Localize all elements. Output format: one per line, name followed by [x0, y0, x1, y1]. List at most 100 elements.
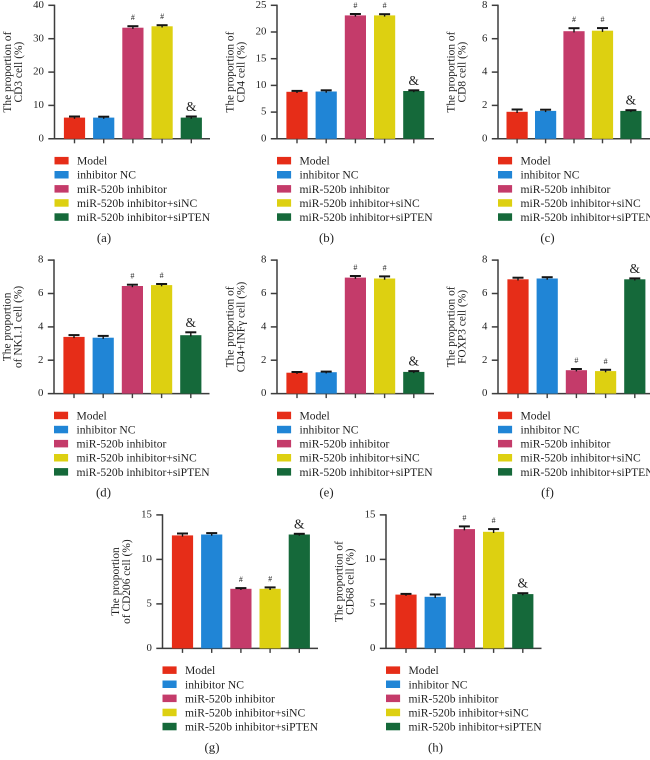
svg-text:8: 8 — [482, 0, 487, 11]
svg-text:6: 6 — [38, 287, 44, 299]
svg-text:inhibitor NC: inhibitor NC — [77, 169, 136, 182]
svg-text:5: 5 — [370, 598, 375, 610]
svg-text:10: 10 — [256, 79, 267, 91]
svg-text:#: # — [130, 272, 134, 281]
svg-text:5: 5 — [146, 598, 151, 610]
svg-text:miR-520b inhibitor+siPTEN: miR-520b inhibitor+siPTEN — [77, 466, 211, 479]
svg-text:(g): (g) — [205, 740, 220, 754]
svg-text:8: 8 — [38, 254, 43, 266]
svg-text:miR-520b inhibitor+siPTEN: miR-520b inhibitor+siPTEN — [409, 721, 543, 734]
svg-text:10: 10 — [33, 99, 44, 111]
svg-text:of NK1.1 cell (%): of NK1.1 cell (%) — [12, 286, 24, 368]
svg-text:20: 20 — [33, 66, 44, 78]
svg-text:(e): (e) — [319, 486, 333, 500]
svg-text:miR-520b inhibitor: miR-520b inhibitor — [300, 438, 390, 451]
svg-text:#: # — [353, 263, 357, 272]
svg-text:15: 15 — [365, 509, 376, 521]
svg-text:miR-520b inhibitor+siNC: miR-520b inhibitor+siNC — [300, 452, 420, 465]
svg-text:miR-520b inhibitor+siNC: miR-520b inhibitor+siNC — [185, 707, 305, 720]
svg-text:2: 2 — [482, 354, 487, 366]
svg-text:inhibitor NC: inhibitor NC — [185, 678, 244, 691]
svg-text:(d): (d) — [96, 486, 111, 500]
svg-text:8: 8 — [261, 254, 266, 266]
svg-text:CD8 cell (%): CD8 cell (%) — [456, 42, 468, 103]
svg-text:#: # — [462, 513, 466, 522]
svg-text:miR-520b inhibitor: miR-520b inhibitor — [300, 183, 390, 196]
svg-text:miR-520b inhibitor+siPTEN: miR-520b inhibitor+siPTEN — [300, 466, 434, 479]
svg-text:Model: Model — [77, 155, 107, 168]
svg-text:&: & — [630, 261, 641, 276]
svg-text:miR-520b inhibitor: miR-520b inhibitor — [77, 438, 167, 451]
svg-text:Model: Model — [521, 409, 551, 422]
svg-text:miR-520b inhibitor+siPTEN: miR-520b inhibitor+siPTEN — [185, 721, 319, 734]
svg-text:inhibitor NC: inhibitor NC — [77, 424, 136, 437]
svg-text:0: 0 — [38, 387, 43, 399]
svg-text:(a): (a) — [97, 231, 111, 245]
svg-text:2: 2 — [482, 99, 487, 111]
svg-text:Model: Model — [300, 409, 330, 422]
svg-text:Model: Model — [77, 409, 107, 422]
svg-text:miR-520b inhibitor: miR-520b inhibitor — [521, 438, 611, 451]
svg-text:15: 15 — [141, 509, 152, 521]
svg-text:miR-520b inhibitor: miR-520b inhibitor — [409, 692, 499, 705]
svg-text:#: # — [239, 575, 243, 584]
svg-text:(c): (c) — [540, 231, 554, 245]
svg-text:#: # — [601, 15, 605, 24]
svg-text:#: # — [383, 263, 387, 272]
svg-text:(f): (f) — [541, 486, 554, 500]
svg-text:30: 30 — [33, 32, 44, 44]
svg-text:#: # — [604, 357, 608, 366]
svg-text:CD4 cell (%): CD4 cell (%) — [235, 42, 247, 103]
svg-text:#: # — [383, 1, 387, 10]
svg-text:(b): (b) — [319, 231, 334, 245]
svg-text:#: # — [160, 271, 164, 280]
svg-text:#: # — [574, 356, 578, 365]
svg-text:0: 0 — [261, 132, 266, 144]
svg-text:miR-520b inhibitor+siNC: miR-520b inhibitor+siNC — [521, 452, 641, 465]
svg-text:&: & — [626, 93, 637, 108]
svg-text:0: 0 — [482, 387, 487, 399]
svg-text:miR-520b inhibitor: miR-520b inhibitor — [77, 183, 167, 196]
svg-text:miR-520b inhibitor+siNC: miR-520b inhibitor+siNC — [77, 452, 197, 465]
svg-text:0: 0 — [261, 387, 266, 399]
svg-text:2: 2 — [38, 354, 43, 366]
svg-text:Model: Model — [521, 155, 551, 168]
svg-text:4: 4 — [38, 321, 44, 333]
svg-text:5: 5 — [261, 106, 266, 118]
svg-text:6: 6 — [482, 287, 488, 299]
svg-text:miR-520b inhibitor+siNC: miR-520b inhibitor+siNC — [77, 197, 197, 210]
svg-text:inhibitor NC: inhibitor NC — [409, 678, 468, 691]
svg-text:inhibitor NC: inhibitor NC — [521, 169, 580, 182]
svg-text:25: 25 — [256, 0, 267, 11]
svg-text:0: 0 — [370, 642, 375, 654]
svg-text:inhibitor NC: inhibitor NC — [300, 169, 359, 182]
svg-text:CD3 cell (%): CD3 cell (%) — [13, 42, 25, 103]
svg-text:#: # — [268, 574, 272, 583]
svg-text:4: 4 — [482, 66, 488, 78]
svg-text:(h): (h) — [428, 740, 443, 754]
svg-text:CD68 cell (%): CD68 cell (%) — [344, 548, 356, 615]
svg-text:inhibitor NC: inhibitor NC — [521, 424, 580, 437]
svg-text:&: & — [186, 315, 197, 330]
svg-text:inhibitor NC: inhibitor NC — [300, 424, 359, 437]
svg-text:40: 40 — [33, 0, 44, 11]
svg-text:miR-520b inhibitor+siNC: miR-520b inhibitor+siNC — [300, 197, 420, 210]
svg-text:4: 4 — [261, 321, 267, 333]
svg-text:Model: Model — [409, 664, 439, 677]
svg-text:miR-520b inhibitor+siNC: miR-520b inhibitor+siNC — [409, 707, 529, 720]
svg-text:Model: Model — [185, 664, 215, 677]
svg-text:miR-520b inhibitor: miR-520b inhibitor — [185, 692, 275, 705]
svg-text:miR-520b inhibitor+siPTEN: miR-520b inhibitor+siPTEN — [300, 211, 434, 224]
svg-text:miR-520b inhibitor+siPTEN: miR-520b inhibitor+siPTEN — [521, 466, 650, 479]
svg-text:miR-520b inhibitor+siNC: miR-520b inhibitor+siNC — [521, 197, 641, 210]
svg-text:#: # — [353, 1, 357, 10]
svg-text:15: 15 — [256, 52, 267, 64]
svg-text:4: 4 — [482, 321, 488, 333]
svg-text:0: 0 — [38, 132, 43, 144]
svg-text:miR-520b inhibitor: miR-520b inhibitor — [521, 183, 611, 196]
svg-text:FOXP3 cell (%): FOXP3 cell (%) — [456, 290, 468, 364]
svg-text:10: 10 — [365, 553, 376, 565]
svg-text:8: 8 — [482, 254, 487, 266]
svg-text:6: 6 — [261, 287, 267, 299]
svg-text:CD4+INFγ cell (%): CD4+INFγ cell (%) — [235, 281, 247, 372]
